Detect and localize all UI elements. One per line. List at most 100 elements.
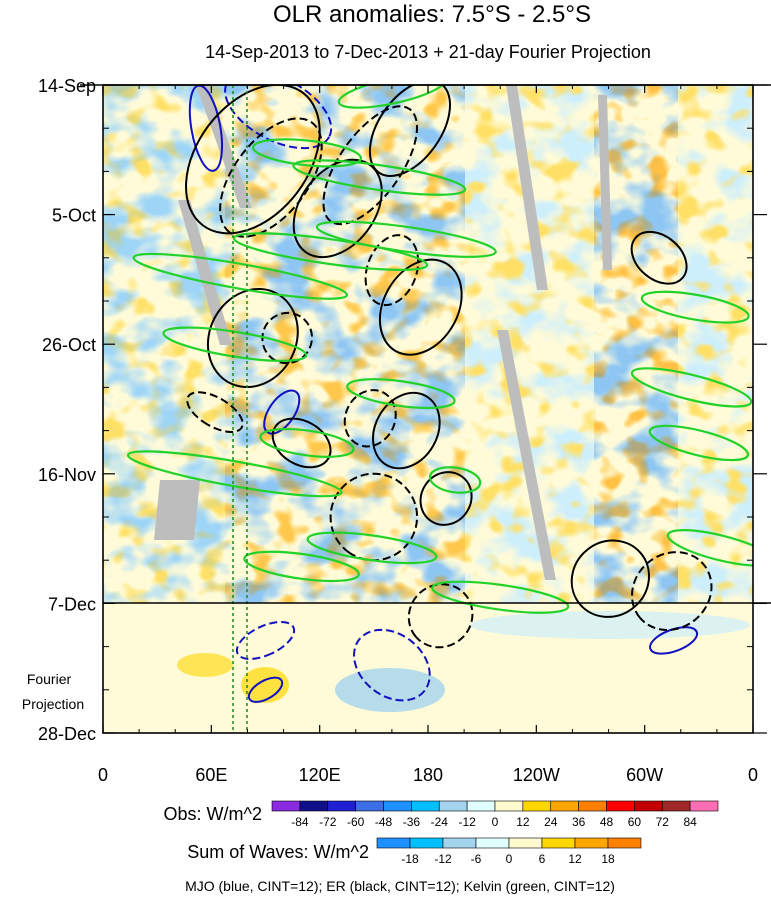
er-contour-8 [368, 85, 451, 177]
mjo-contour-6 [649, 626, 699, 655]
obsbar-swatch-14 [661, 800, 691, 812]
forecast-light-blue-patch [470, 611, 750, 639]
obsbar-swatch-1 [299, 800, 329, 812]
kelvin-contour-5 [132, 252, 349, 300]
er-contour-5 [186, 391, 244, 433]
kelvin-contour-0 [337, 85, 447, 109]
missing-stripe-4 [506, 85, 548, 290]
er-contour-12 [372, 391, 441, 470]
wavesbar-swatch-1 [409, 837, 444, 849]
missing-data-stripes [154, 85, 612, 580]
kelvin-contour-10 [428, 466, 482, 494]
x-tick-label-4: 120W [513, 765, 560, 785]
kelvin-contour-1 [252, 138, 363, 168]
wavesbar-level-4: 6 [539, 852, 546, 866]
obsbar-swatch-2 [327, 800, 356, 812]
x-tick-label-5: 60W [626, 765, 663, 785]
y-tick-label-0: 14-Sep [38, 76, 96, 96]
y-tick-label-2: 26-Oct [42, 335, 96, 355]
wavesbar-level-1: -12 [434, 852, 452, 866]
er-contour-6 [292, 158, 383, 259]
kelvin-contour-7 [346, 378, 456, 410]
er-contour-11 [343, 389, 397, 448]
obsbar-level-3: -48 [375, 815, 393, 829]
obs-colorbar-label: Obs: W/m^2 [164, 804, 262, 824]
kelvin-contour-14 [640, 290, 750, 324]
y-tick-label-5: 28-Dec [38, 724, 96, 744]
forecast-blue-patch [335, 668, 445, 712]
waves-colorbar-label: Sum of Waves: W/m^2 [187, 842, 369, 862]
contour-legend: MJO (blue, CINT=12); ER (black, CINT=12)… [185, 878, 615, 894]
missing-stripe-6 [598, 95, 612, 270]
y-tick-label-1: 5-Oct [52, 206, 96, 226]
er-contour-9 [364, 234, 420, 307]
obsbar-level-10: 36 [572, 815, 586, 829]
obsbar-swatch-0 [271, 800, 301, 812]
kelvin-contour-16 [648, 424, 750, 462]
er-contour-0 [185, 85, 321, 235]
wavesbar-level-3: 0 [506, 852, 513, 866]
wavesbar-swatch-6 [574, 837, 609, 849]
y-tick-label-4: 7-Dec [48, 594, 96, 614]
missing-stripe-2 [178, 200, 232, 345]
obsbar-level-2: -60 [347, 815, 365, 829]
obsbar-level-5: -24 [431, 815, 449, 829]
obsbar-level-6: -12 [458, 815, 476, 829]
obs-colorbar: -84 -72 -60 -48 -36 -24 -12 0 12 24 36 48 60 72 84 [271, 800, 719, 829]
observed-active-band-central-blue [225, 85, 465, 603]
forecast-label-line2: Projection [22, 696, 84, 712]
missing-stripe-5 [497, 330, 556, 580]
obsbar-swatch-5 [411, 800, 440, 812]
er-contour-15 [407, 583, 474, 649]
forecast-yellow-patch-2 [241, 667, 289, 703]
obsbar-swatch-3 [355, 800, 384, 812]
obsbar-level-0: -84 [291, 815, 309, 829]
obsbar-level-13: 72 [656, 815, 670, 829]
wavesbar-level-2: -6 [471, 852, 482, 866]
wavesbar-swatch-7 [607, 837, 642, 849]
wavesbar-swatch-3 [475, 837, 510, 849]
x-tick-label-0: 0 [98, 765, 108, 785]
obsbar-level-8: 12 [516, 815, 530, 829]
forecast-label-line1: Fourier [27, 671, 72, 687]
plot-area [103, 85, 753, 733]
chart-title: OLR anomalies: 7.5°S - 2.5°S [273, 1, 591, 28]
mjo-contour-4 [247, 676, 284, 703]
er-contour-14 [419, 471, 473, 526]
obsbar-swatch-7 [466, 800, 496, 812]
wavesbar-level-6: 18 [601, 852, 615, 866]
forecast-yellow-patch-1 [177, 653, 233, 677]
x-tick-label-6: 0 [748, 765, 758, 785]
observed-field [103, 85, 753, 603]
wavesbar-level-0: -18 [401, 852, 419, 866]
obsbar-swatch-4 [383, 800, 412, 812]
er-contour-13 [329, 472, 419, 562]
obsbar-swatch-12 [606, 800, 635, 812]
obsbar-swatch-8 [494, 800, 524, 812]
chart-subtitle: 14-Sep-2013 to 7-Dec-2013 + 21-day Fouri… [205, 42, 651, 62]
kelvin-contour-12 [243, 550, 360, 583]
x-tick-label-2: 120E [299, 765, 341, 785]
missing-stripe-1 [196, 85, 252, 208]
kelvin-contour-8 [259, 427, 355, 458]
forecast-field [177, 611, 750, 712]
obsbar-level-4: -36 [403, 815, 421, 829]
y-axis: 14-Sep 5-Oct 26-Oct 16-Nov 7-Dec 28-Dec [38, 76, 767, 744]
waves-colorbar: -18 -12 -6 0 6 12 18 [376, 837, 642, 866]
kelvin-contour-9 [126, 450, 343, 498]
kelvin-contour-3 [315, 220, 497, 258]
x-axis: 0 60E 120E 180 120W 60W 0 [98, 85, 758, 785]
wavesbar-swatch-0 [376, 837, 411, 849]
obsbar-level-9: 24 [544, 815, 558, 829]
obsbar-level-7: 0 [492, 815, 499, 829]
obsbar-level-12: 60 [628, 815, 642, 829]
obsbar-level-11: 48 [600, 815, 614, 829]
wave-contours [126, 85, 753, 703]
y-tick-label-3: 16-Nov [38, 465, 96, 485]
kelvin-contour-17 [666, 529, 753, 567]
wavesbar-level-5: 12 [568, 852, 582, 866]
er-contour-4 [271, 417, 332, 469]
obsbar-swatch-13 [634, 800, 663, 812]
obsbar-swatch-15 [689, 800, 719, 812]
